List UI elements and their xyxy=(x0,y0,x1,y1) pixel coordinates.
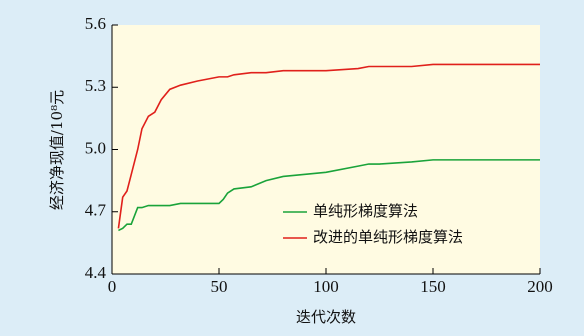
legend-label: 改进的单纯形梯度算法 xyxy=(313,228,463,246)
legend-label: 单纯形梯度算法 xyxy=(313,202,418,220)
series-line xyxy=(118,159,540,232)
y-axis-label: 经济净现值/10⁸元 xyxy=(48,90,66,210)
x-tick-label: 0 xyxy=(108,277,117,296)
x-tick-label: 100 xyxy=(313,277,339,296)
y-tick-label: 4.4 xyxy=(85,263,107,282)
y-tick-label: 5.6 xyxy=(85,14,106,33)
plot-area xyxy=(112,25,540,274)
series-line xyxy=(117,63,540,229)
y-tick-label: 4.7 xyxy=(85,201,107,220)
y-tick-label: 5.3 xyxy=(85,76,106,95)
x-tick-label: 150 xyxy=(420,277,446,296)
y-tick-label: 5.0 xyxy=(85,138,106,157)
x-tick-label: 200 xyxy=(527,277,553,296)
x-tick-label: 50 xyxy=(211,277,228,296)
x-axis-label: 迭代次数 xyxy=(296,308,356,326)
